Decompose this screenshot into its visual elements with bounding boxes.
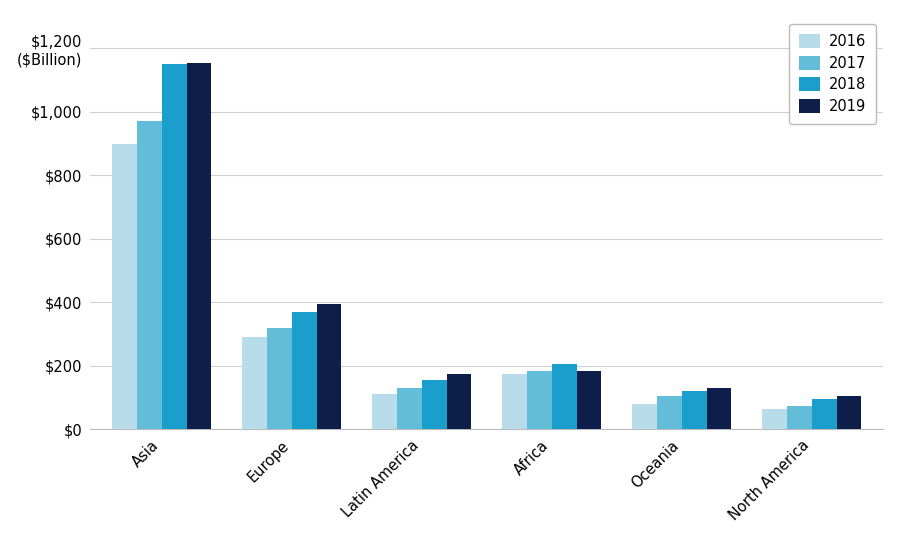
- Bar: [502, 374, 527, 429]
- Bar: [242, 338, 267, 429]
- Bar: [186, 63, 211, 429]
- Legend: 2016, 2017, 2018, 2019: 2016, 2017, 2018, 2019: [789, 24, 876, 124]
- Bar: [527, 370, 552, 429]
- Bar: [788, 406, 812, 429]
- Bar: [657, 396, 682, 429]
- Bar: [137, 122, 162, 429]
- Bar: [762, 409, 788, 429]
- Bar: [112, 144, 137, 429]
- Bar: [633, 404, 657, 429]
- Bar: [552, 364, 577, 429]
- Bar: [317, 304, 341, 429]
- Bar: [397, 388, 422, 429]
- Bar: [836, 396, 861, 429]
- Bar: [812, 399, 836, 429]
- Bar: [446, 374, 472, 429]
- Bar: [577, 370, 601, 429]
- Bar: [373, 394, 397, 429]
- Bar: [706, 388, 731, 429]
- Bar: [267, 328, 292, 429]
- Bar: [682, 392, 707, 429]
- Bar: [422, 380, 446, 429]
- Bar: [292, 312, 317, 429]
- Bar: [162, 64, 186, 429]
